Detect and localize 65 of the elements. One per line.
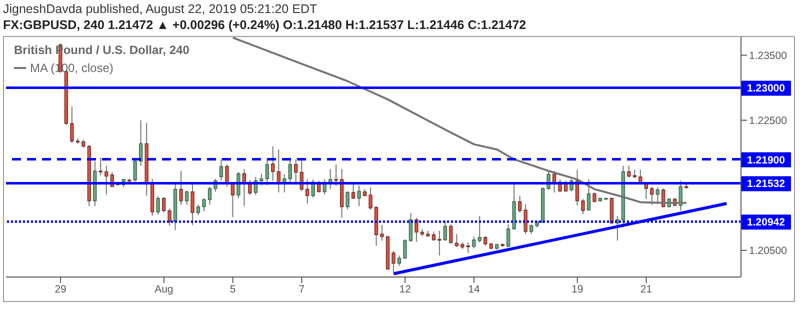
x-tick-label: 29 <box>54 283 67 296</box>
candlestick <box>368 186 372 210</box>
y-tick-label: 1.23500 <box>749 50 788 62</box>
candlestick <box>260 173 264 186</box>
candlestick <box>627 165 631 178</box>
candlestick <box>478 215 482 244</box>
ref-line-label: 1.21532 <box>747 178 786 190</box>
x-tick-label: 5 <box>230 283 236 296</box>
candlestick <box>288 158 292 184</box>
candlestick <box>271 146 275 182</box>
candlestick <box>168 208 172 226</box>
candlestick <box>524 204 528 235</box>
candlestick <box>530 224 534 235</box>
chart-subtitle: FX:GBPUSD, 240 1.21472 ▲ +0.00296 (+0.24%) O:1.21480 H:1.21537 L:1.21446 C:1.21472 <box>3 18 526 32</box>
chart-title: JigneshDavda published, August 22, 2019 05:21:20 EDT <box>3 2 318 16</box>
candlestick <box>392 250 396 273</box>
candlestick <box>408 212 413 242</box>
candlestick <box>265 158 269 186</box>
candlestick <box>202 198 206 212</box>
candlestick <box>506 224 510 248</box>
candlestick <box>219 158 224 182</box>
candlestick <box>156 196 160 216</box>
candlestick <box>196 204 200 216</box>
candlestick <box>552 170 556 193</box>
ref-line-label: 1.20942 <box>747 216 786 229</box>
candlestick <box>472 236 476 249</box>
x-tick-label: 7 <box>298 283 305 296</box>
x-tick-label: 19 <box>572 283 584 296</box>
candlestick <box>225 164 229 188</box>
candlestick <box>351 183 356 200</box>
candlestick <box>518 195 522 214</box>
candlestick <box>306 178 310 204</box>
candlestick <box>184 190 189 206</box>
candlestick <box>397 255 402 266</box>
line-series <box>232 37 688 204</box>
candlestick <box>104 165 108 195</box>
candlestick <box>581 198 585 214</box>
candlestick <box>179 170 183 206</box>
candlestick <box>346 190 350 210</box>
candlestick <box>190 182 194 226</box>
candlestick <box>133 160 137 182</box>
candlestick <box>438 230 442 256</box>
candlestick <box>294 158 298 184</box>
candlestick <box>98 156 102 176</box>
candlestick <box>70 106 74 144</box>
candlestick <box>414 217 418 242</box>
candlestick <box>162 196 166 214</box>
candlestick <box>484 236 488 246</box>
x-tick-label: 21 <box>640 283 652 296</box>
x-tick-label: 12 <box>399 283 412 296</box>
candlestick <box>357 184 361 207</box>
candlestick <box>208 186 212 206</box>
ref-line-label: 1.21900 <box>747 154 786 166</box>
x-tick-label: Aug <box>154 283 174 296</box>
candlestick <box>466 242 470 254</box>
candlestick <box>334 164 338 186</box>
y-tick-label: 1.20500 <box>749 245 788 258</box>
candlestick <box>380 224 384 242</box>
candlestick <box>449 224 453 244</box>
candlestick <box>443 220 447 242</box>
y-tick-label: 1.22500 <box>749 114 788 127</box>
candlestick <box>454 234 458 248</box>
candlestick <box>403 238 407 260</box>
x-tick-label: 14 <box>468 283 480 296</box>
ref-line-label: 1.23000 <box>747 82 786 95</box>
